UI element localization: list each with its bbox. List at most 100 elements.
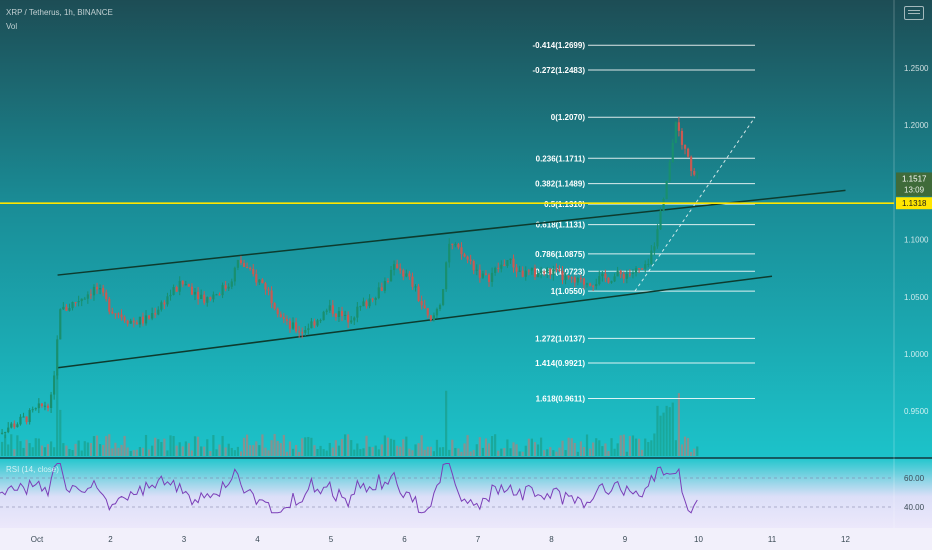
volume-bar <box>331 447 334 456</box>
chart-settings-icon[interactable] <box>904 6 924 20</box>
volume-bar <box>347 434 350 456</box>
candle-body <box>298 331 301 333</box>
channel-lower-line[interactable] <box>57 275 773 369</box>
candle-body <box>157 309 160 315</box>
volume-bar <box>451 439 454 456</box>
volume-bar <box>328 442 331 456</box>
candle-body <box>396 264 399 269</box>
fib-trend-line[interactable] <box>634 116 756 292</box>
volume-bar <box>62 443 65 456</box>
candle-body <box>83 298 86 300</box>
candle-body <box>331 305 334 314</box>
candle-body <box>613 276 616 282</box>
volume-bar <box>595 438 598 456</box>
volume-bar <box>353 449 356 456</box>
time-axis[interactable]: Oct 2 3 4 5 6 7 8 9 10 11 12 <box>31 535 851 544</box>
fib-level-label: 0.382(1.1489) <box>535 180 585 189</box>
volume-bar <box>588 448 592 456</box>
volume-bar <box>196 436 200 456</box>
candle-body <box>451 243 454 245</box>
volume-bar <box>503 448 506 456</box>
price-axis[interactable]: 1.25001.20001.15001.10001.05001.00000.95… <box>896 64 932 512</box>
volume-bar <box>650 440 653 456</box>
volume-bar <box>147 449 151 456</box>
volume-bar <box>53 447 56 456</box>
candle-body <box>524 270 527 277</box>
time-tick-label: 9 <box>623 535 628 544</box>
volume-bar <box>463 443 466 456</box>
volume-bar <box>641 449 644 456</box>
candle-body <box>356 306 359 318</box>
candle-body <box>359 306 362 308</box>
candle-body <box>555 269 558 271</box>
candle-body <box>411 276 414 287</box>
candle-body <box>193 291 197 295</box>
volume-bar <box>56 374 59 456</box>
candle-body <box>56 339 59 376</box>
volume-bar <box>579 441 582 456</box>
candle-body <box>472 261 475 271</box>
parallel-channel[interactable] <box>57 189 846 369</box>
volume-legend[interactable]: Vol <box>6 22 18 31</box>
volume-bar <box>261 434 264 456</box>
volume-bar <box>399 446 402 456</box>
volume-bar <box>126 447 129 456</box>
volume-bar <box>178 442 181 456</box>
volume-bar <box>558 447 561 456</box>
candle-body <box>530 267 533 271</box>
candle-body <box>325 310 328 312</box>
candle-body <box>65 306 68 311</box>
channel-upper-line[interactable] <box>57 189 846 276</box>
candle-body <box>616 270 619 277</box>
candle-body <box>166 296 169 305</box>
volume-bar <box>426 446 429 456</box>
candle-body <box>224 285 227 289</box>
volume-bar <box>77 440 80 456</box>
volume-bar <box>310 437 313 456</box>
volume-bar <box>686 437 690 456</box>
candle-body <box>481 273 484 278</box>
volume-bar <box>518 451 521 456</box>
current-price-badge <box>896 172 932 197</box>
volume-bar <box>362 448 365 456</box>
volume-bar <box>151 445 154 456</box>
candle-body <box>200 294 203 299</box>
price-tick-label: 1.2000 <box>904 121 929 130</box>
price-tick-label: 1.0000 <box>904 350 929 359</box>
candle-body <box>10 423 13 428</box>
candle-body <box>144 315 148 324</box>
volume-bar <box>230 447 233 456</box>
candle-body <box>230 281 233 287</box>
volume-bar <box>417 443 420 456</box>
volume-bar <box>604 443 607 456</box>
volume-bar <box>564 450 567 456</box>
volume-bar <box>154 437 157 456</box>
volume-bar <box>613 448 616 456</box>
volume-bar <box>285 451 288 456</box>
candle-body <box>343 314 347 316</box>
candle-body <box>49 394 53 408</box>
candle-body <box>671 142 674 163</box>
volume-bar <box>576 451 579 456</box>
candle-body <box>570 277 573 279</box>
candle-body <box>239 260 243 264</box>
candle-body <box>334 313 337 318</box>
candle-body <box>515 267 518 272</box>
candle-body <box>466 256 469 260</box>
candle-body <box>371 298 374 300</box>
volume-bar <box>22 447 25 456</box>
candle-body <box>98 288 102 290</box>
fibonacci-retracement[interactable]: -0.414(1.2699) -0.272(1.2483) 0(1.2070) 0.2… <box>533 41 756 404</box>
candle-body <box>674 122 677 143</box>
volume-bar <box>193 436 197 456</box>
volume-bar <box>539 437 543 456</box>
volume-bar <box>19 441 22 456</box>
volume-bar <box>356 443 359 456</box>
candle-body <box>252 268 255 275</box>
volume-bar <box>610 438 613 456</box>
rsi-legend[interactable]: RSI (14, close) <box>6 465 59 474</box>
candle-body <box>203 294 206 303</box>
symbol-legend[interactable]: XRP / Tetherus, 1h, BINANCE <box>6 8 113 17</box>
